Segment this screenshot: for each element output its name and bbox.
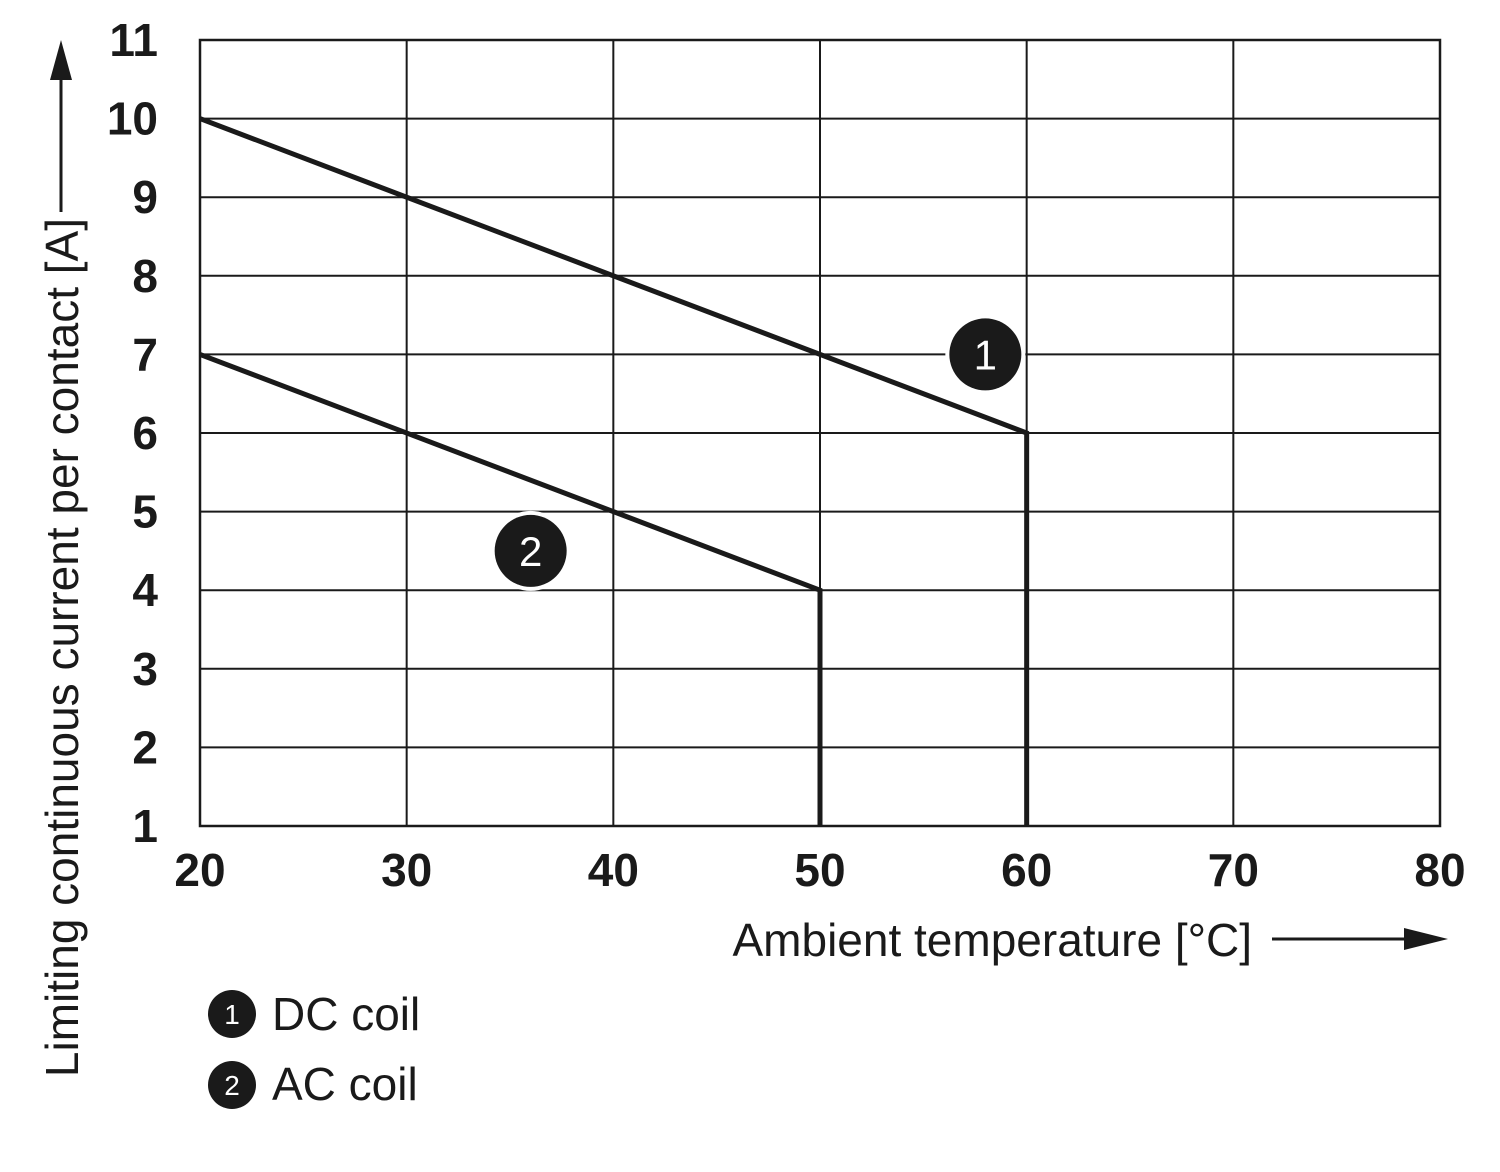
series-line-1: [199, 116, 1030, 826]
legend: 1 DC coil 2 AC coil: [208, 988, 420, 1110]
x-tick-label-20: 20: [174, 844, 225, 896]
y-tick-label-5: 5: [132, 486, 158, 538]
y-tick-label-8: 8: [132, 250, 158, 302]
legend-label-dc: DC coil: [272, 988, 420, 1040]
series-line-2: [199, 352, 823, 826]
legend-item-ac: 2 AC coil: [208, 1058, 418, 1110]
series-markers: 12: [490, 314, 1026, 591]
x-tick-label-70: 70: [1208, 844, 1259, 896]
x-tick-label-30: 30: [381, 844, 432, 896]
x-tick-label-60: 60: [1001, 844, 1052, 896]
y-tick-label-3: 3: [132, 643, 158, 695]
legend-marker-1-label: 1: [224, 999, 240, 1030]
y-tick-label-6: 6: [132, 407, 158, 459]
x-tick-label-40: 40: [588, 844, 639, 896]
series-marker-1: [949, 318, 1022, 391]
legend-marker-2: [208, 1061, 256, 1109]
series-marker-label-2: 2: [519, 528, 542, 575]
legend-marker-1: [208, 990, 256, 1038]
series-marker-label-1: 1: [974, 331, 997, 378]
legend-item-dc: 1 DC coil: [208, 988, 420, 1040]
legend-marker-2-label: 2: [224, 1070, 240, 1101]
y-tick-label-2: 2: [132, 721, 158, 773]
y-tick-labels: 1 2 3 4 5 6 7 8 9 10 11: [107, 14, 159, 852]
y-tick-label-1: 1: [132, 800, 158, 852]
series-lines: [199, 116, 1030, 826]
x-tick-label-80: 80: [1414, 844, 1465, 896]
y-tick-label-10: 10: [107, 93, 158, 145]
x-tick-labels: 20 30 40 50 60 70 80: [174, 844, 1465, 896]
x-tick-label-50: 50: [794, 844, 845, 896]
x-axis-arrow-head: [1404, 928, 1448, 950]
y-tick-label-9: 9: [132, 171, 158, 223]
series-marker-2: [494, 514, 567, 587]
legend-label-ac: AC coil: [272, 1058, 418, 1110]
y-tick-label-7: 7: [132, 328, 158, 380]
y-axis-arrow-head: [50, 40, 72, 80]
y-axis-title: Limiting continuous current per contact …: [36, 218, 88, 1077]
y-tick-label-4: 4: [132, 564, 158, 616]
x-axis-title: Ambient temperature [°C]: [733, 914, 1253, 966]
y-tick-label-11: 11: [109, 14, 158, 66]
